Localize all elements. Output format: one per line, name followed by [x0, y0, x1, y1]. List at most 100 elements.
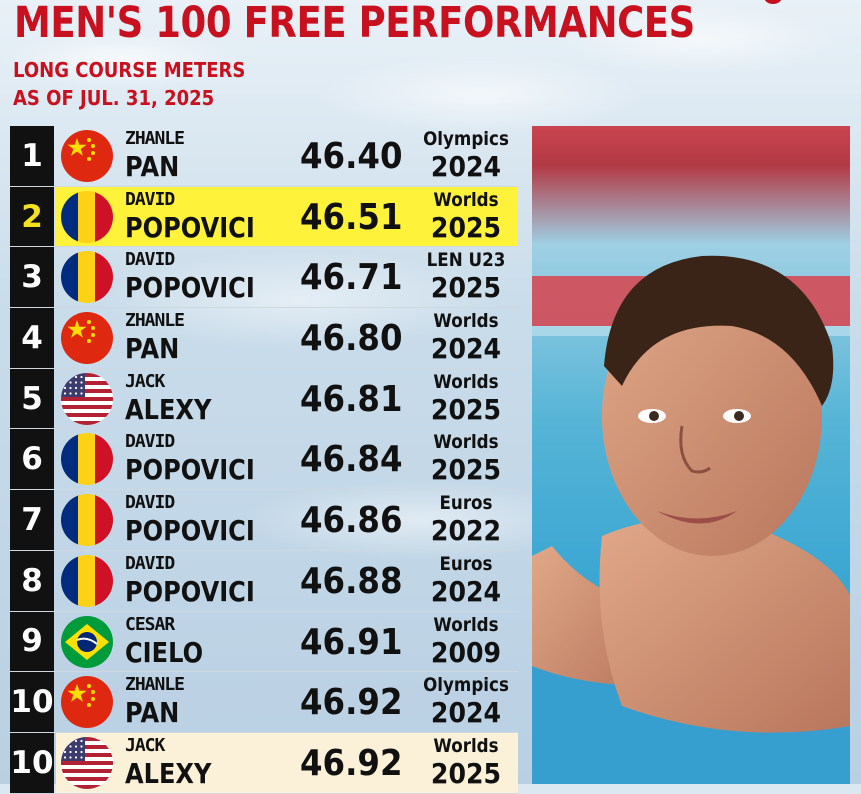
table-row: 1 ZHANLE PAN 46.40 Olympics 2024: [10, 126, 518, 187]
row-body: ZHANLE PAN 46.92 Olympics 2024: [56, 672, 518, 732]
swim-time: 46.71: [300, 257, 403, 299]
last-name: POPOVICI: [125, 453, 255, 487]
first-name: ZHANLE: [125, 674, 185, 696]
rank-badge: 7: [10, 490, 54, 550]
row-body: DAVID POPOVICI 46.88 Euros 2024: [56, 551, 518, 611]
meet-name: Olympics: [423, 128, 509, 150]
last-name: PAN: [125, 696, 180, 730]
rank-badge: 3: [10, 247, 54, 308]
last-name: POPOVICI: [125, 210, 255, 244]
meet-name: Euros: [439, 552, 493, 575]
table-row: 2 DAVID POPOVICI 46.51 Worlds 2025: [10, 186, 518, 248]
swimmer-photo-art: [532, 255, 850, 784]
swim-time: 46.86: [300, 500, 403, 542]
swim-time: 46.88: [300, 560, 403, 602]
china-flag-icon: [61, 130, 113, 182]
rank-badge: 5: [10, 368, 54, 429]
meet-year: 2024: [430, 150, 502, 183]
row-body: DAVID POPOVICI 46.84 Worlds 2025: [56, 429, 518, 489]
last-name: ALEXY: [125, 756, 212, 790]
meet-year: 2024: [430, 332, 502, 366]
logo-icon: [764, 0, 782, 4]
meet-name: Worlds: [433, 310, 499, 333]
swim-time: 46.81: [300, 378, 403, 420]
row-body: DAVID POPOVICI 46.71 LEN U23 2025: [56, 247, 518, 307]
swim-time: 46.84: [300, 439, 403, 481]
meet-year: 2025: [430, 453, 502, 487]
row-body: DAVID POPOVICI 46.51 Worlds 2025: [56, 186, 518, 247]
meet-year: 2024: [430, 696, 502, 730]
romania-flag-icon: [61, 554, 113, 607]
romania-flag-icon: [61, 494, 113, 547]
meet-year: 2025: [430, 210, 502, 244]
last-name: POPOVICI: [125, 271, 255, 305]
table-row: 10 JACK ALEXY 46.92 Worlds 2025: [10, 732, 518, 794]
table-row: 5 JACK ALEXY 46.81 Worlds 2025: [10, 368, 518, 430]
meet-name: Olympics: [423, 674, 509, 697]
swim-time: 46.92: [300, 682, 403, 724]
rank-badge: 9: [10, 611, 54, 672]
swim-time: 46.92: [300, 742, 403, 784]
meet-name: Worlds: [433, 431, 499, 454]
swim-time: 46.51: [300, 196, 403, 238]
row-body: JACK ALEXY 46.92 Worlds 2025: [56, 732, 518, 793]
table-row: 6 DAVID POPOVICI 46.84 Worlds 2025: [10, 429, 518, 491]
first-name: DAVID: [125, 552, 175, 574]
row-body: DAVID POPOVICI 46.86 Euros 2022: [56, 490, 518, 550]
meet-name: Euros: [439, 492, 493, 515]
subtitle-course: LONG COURSE METERS: [13, 58, 246, 82]
rank-badge: 1: [10, 126, 54, 186]
rank-badge: 10: [10, 672, 54, 732]
row-body: JACK ALEXY 46.81 Worlds 2025: [56, 369, 518, 429]
rank-badge: 8: [10, 550, 54, 611]
meet-name: Worlds: [433, 370, 499, 393]
rank-badge: 4: [10, 308, 54, 368]
romania-flag-icon: [61, 190, 113, 243]
page-title: MEN'S 100 FREE PERFORMANCES: [14, 0, 695, 48]
first-name: CESAR: [125, 613, 175, 635]
swim-time: 46.40: [300, 136, 403, 177]
meet-year: 2022: [430, 514, 502, 548]
usa-flag-icon: [61, 372, 113, 425]
rank-badge: 6: [10, 429, 54, 490]
first-name: DAVID: [125, 188, 175, 210]
swim-time: 46.80: [300, 318, 403, 360]
table-row: 7 DAVID POPOVICI 46.86 Euros 2022: [10, 490, 518, 551]
first-name: DAVID: [125, 431, 175, 453]
last-name: ALEXY: [125, 392, 212, 426]
table-row: 8 DAVID POPOVICI 46.88 Euros 2024: [10, 550, 518, 612]
table-row: 4 ZHANLE PAN 46.80 Worlds 2024: [10, 308, 518, 369]
first-name: JACK: [125, 370, 165, 392]
swim-time: 46.91: [300, 621, 403, 663]
china-flag-icon: [61, 676, 113, 729]
meet-name: LEN U23: [426, 249, 506, 272]
table-row: 10 ZHANLE PAN 46.92 Olympics 2024: [10, 672, 518, 733]
table-row: 3 DAVID POPOVICI 46.71 LEN U23 2025: [10, 247, 518, 309]
row-body: ZHANLE PAN 46.80 Worlds 2024: [56, 308, 518, 368]
row-body: CESAR CIELO 46.91 Worlds 2009: [56, 612, 518, 672]
meet-year: 2009: [430, 635, 502, 669]
romania-flag-icon: [61, 433, 113, 486]
meet-name: Worlds: [433, 613, 499, 636]
last-name: POPOVICI: [125, 514, 255, 548]
meet-name: Worlds: [433, 734, 499, 757]
meet-name: Worlds: [433, 188, 499, 211]
last-name: POPOVICI: [125, 574, 255, 608]
first-name: ZHANLE: [125, 310, 185, 332]
brazil-flag-icon: [61, 615, 113, 668]
last-name: PAN: [125, 150, 180, 183]
first-name: DAVID: [125, 492, 175, 514]
swimmer-photo: [532, 126, 850, 784]
first-name: DAVID: [125, 249, 175, 271]
last-name: PAN: [125, 332, 180, 366]
first-name: ZHANLE: [125, 128, 185, 149]
china-flag-icon: [61, 312, 113, 365]
row-body: ZHANLE PAN 46.40 Olympics 2024: [56, 126, 518, 186]
first-name: JACK: [125, 734, 165, 756]
rank-badge: 10: [10, 732, 54, 793]
meet-year: 2024: [430, 574, 502, 608]
table-row: 9 CESAR CIELO 46.91 Worlds 2009: [10, 611, 518, 673]
meet-year: 2025: [430, 271, 502, 305]
rankings-table: 1 ZHANLE PAN 46.40 Olympics 2024 2 DAVID POPOVIC…: [10, 126, 518, 794]
usa-flag-icon: [61, 736, 113, 789]
